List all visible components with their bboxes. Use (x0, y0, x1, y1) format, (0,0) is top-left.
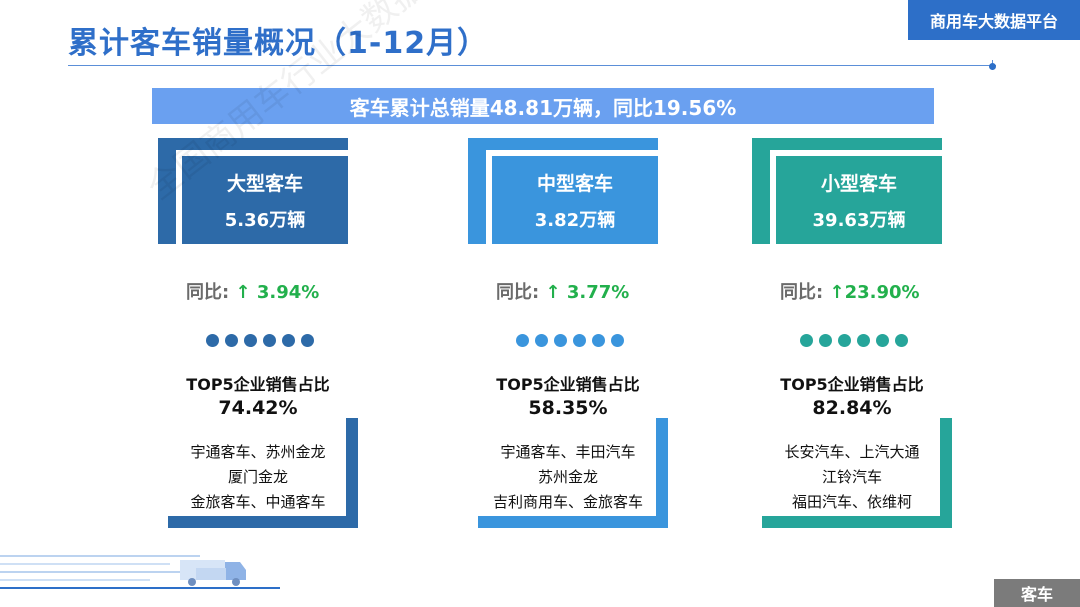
yoy-label: 同比: (496, 282, 540, 303)
medium-bus-card: 中型客车 3.82万辆 同比: ↑ 3.77% TOP5企业销售占比 58.35… (468, 138, 668, 528)
sales-volume: 39.63万辆 (812, 209, 906, 231)
company-line: 江铃汽车 (821, 468, 882, 486)
large-bus-box: 大型客车 5.36万辆 (182, 156, 348, 244)
yoy-value: ↑ 3.77% (545, 282, 630, 303)
company-list: 宇通客车、苏州金龙 厦门金龙 金旅客车、中通客车 (158, 440, 358, 515)
dot-divider (206, 334, 314, 347)
category-tag: 客车 (994, 579, 1080, 607)
divider-dot (989, 63, 996, 70)
top5-share: TOP5企业销售占比 58.35% (468, 371, 668, 419)
top5-label: TOP5企业销售占比 (496, 375, 640, 394)
top5-value: 74.42% (218, 397, 298, 419)
company-line: 苏州金龙 (537, 468, 598, 486)
card-frame-top-left (468, 138, 658, 244)
sales-volume: 3.82万辆 (534, 209, 616, 231)
top5-value: 82.84% (812, 397, 892, 419)
yoy-growth: 同比: ↑23.90% (780, 278, 920, 304)
title-divider (68, 65, 996, 66)
brand-badge: 商用车大数据平台 (908, 0, 1080, 40)
medium-bus-box: 中型客车 3.82万辆 (492, 156, 658, 244)
small-bus-box: 小型客车 39.63万辆 (776, 156, 942, 244)
top5-value: 58.35% (528, 397, 608, 419)
small-bus-card: 小型客车 39.63万辆 同比: ↑23.90% TOP5企业销售占比 82.8… (752, 138, 952, 528)
company-line: 福田汽车、依维柯 (791, 493, 912, 511)
yoy-value: ↑ 3.94% (235, 282, 320, 303)
company-line: 长安汽车、上汽大通 (784, 443, 920, 461)
top5-label: TOP5企业销售占比 (186, 375, 330, 394)
yoy-value: ↑23.90% (829, 282, 920, 303)
company-line: 吉利商用车、金旅客车 (492, 493, 643, 511)
top5-label: TOP5企业销售占比 (780, 375, 924, 394)
yoy-label: 同比: (780, 282, 824, 303)
company-list: 长安汽车、上汽大通 江铃汽车 福田汽车、依维柯 (752, 440, 952, 515)
category-name: 大型客车 (226, 172, 303, 195)
total-sales-banner: 客车累计总销量48.81万辆，同比19.56% (152, 88, 934, 124)
page-title: 累计客车销量概况（1-12月） (68, 26, 489, 61)
company-line: 宇通客车、丰田汽车 (500, 443, 636, 461)
company-line: 宇通客车、苏州金龙 (190, 443, 326, 461)
card-frame-top-left (158, 138, 348, 244)
sales-volume: 5.36万辆 (224, 209, 306, 231)
card-frame-bottom-right (478, 418, 668, 528)
company-line: 金旅客车、中通客车 (190, 493, 326, 511)
top5-share: TOP5企业销售占比 74.42% (158, 371, 358, 419)
dot-divider (516, 334, 624, 347)
large-bus-card: 大型客车 5.36万辆 同比: ↑ 3.94% TOP5企业销售占比 74.42… (158, 138, 358, 528)
card-frame-top-left (752, 138, 942, 244)
company-list: 宇通客车、丰田汽车 苏州金龙 吉利商用车、金旅客车 (468, 440, 668, 515)
top5-share: TOP5企业销售占比 82.84% (752, 371, 952, 419)
card-frame-bottom-right (762, 418, 952, 528)
dot-divider (800, 334, 908, 347)
yoy-growth: 同比: ↑ 3.94% (186, 278, 319, 304)
card-frame-bottom-right (168, 418, 358, 528)
yoy-label: 同比: (186, 282, 230, 303)
category-name: 中型客车 (536, 172, 613, 195)
truck-decoration-icon (0, 555, 280, 589)
yoy-growth: 同比: ↑ 3.77% (496, 278, 629, 304)
company-line: 厦门金龙 (227, 468, 288, 486)
category-name: 小型客车 (820, 172, 897, 195)
